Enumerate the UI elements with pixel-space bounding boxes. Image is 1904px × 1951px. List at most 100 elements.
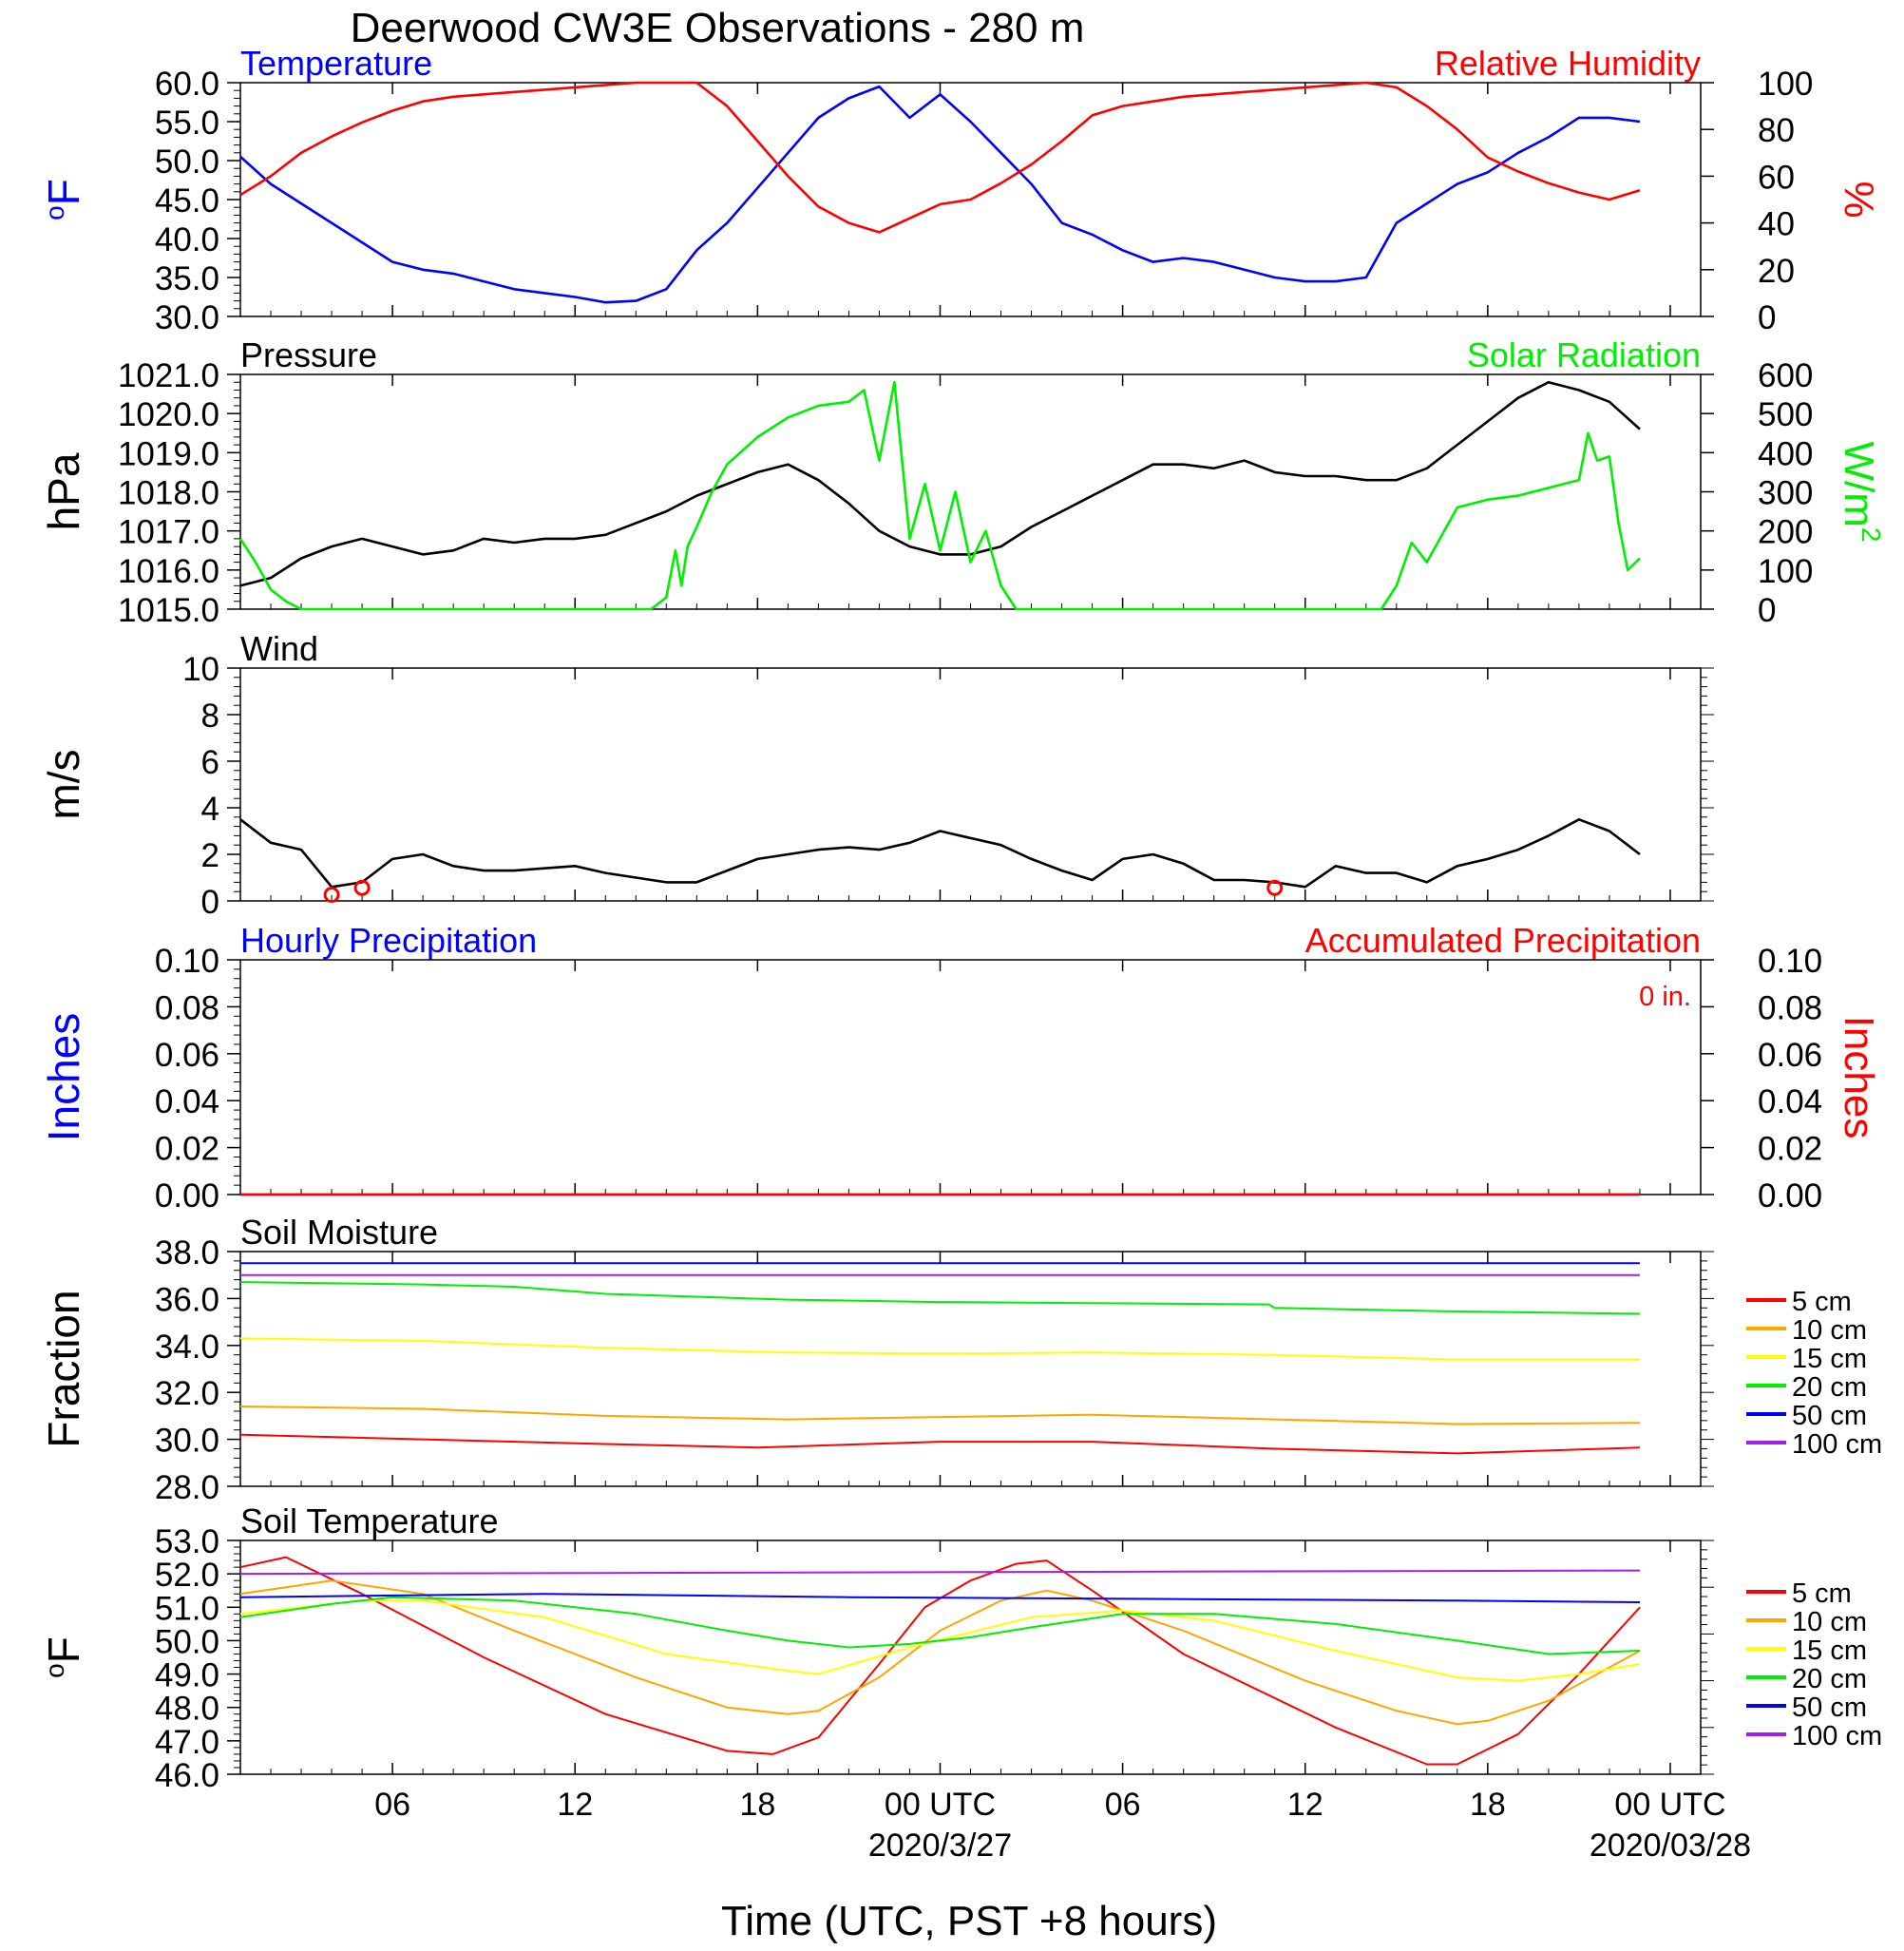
pressure_solar-series-0 [239,380,1641,587]
temperature_rh-series-1 [239,81,1641,234]
pressure_solar-y-right-tick-label: 500 [1758,396,1813,433]
precipitation-y-left-label: Inches [39,1013,88,1142]
soil_moisture-series-3 [239,1281,1641,1315]
soil_temperature-series-4 [239,1593,1641,1603]
soil_moisture-series-1 [239,1406,1641,1425]
soil_temperature-series-5 [239,1569,1641,1576]
temperature_rh-y-right-tick-label: 0 [1758,299,1776,336]
soil_moisture-panel: 28.0 30.0 32.0 34.0 36.0 38.0 Soil Moisture Fra… [39,1213,1882,1506]
precipitation-total-label: 0 in. [1639,982,1691,1012]
temperature_rh-right-title: Relative Humidity [1435,44,1701,83]
precipitation-y-right-tick-label: 0.00 [1758,1177,1822,1215]
temperature_rh-y-tick-label: 45.0 [155,182,219,220]
soil_temperature-y-tick-label: 53.0 [155,1523,219,1560]
wind-y-tick-label: 0 [201,884,219,921]
wind-y-tick-label: 10 [182,651,219,688]
temperature_rh-y-left-label: oF [39,179,88,220]
soil_moisture-y-left-label: Fraction [39,1290,88,1447]
soil_temperature-y-tick-label: 51.0 [155,1590,219,1627]
precipitation-y-tick-label: 0.04 [155,1083,219,1120]
panels: 30.035.040.045.050.055.060.0020406080100… [39,44,1886,1864]
wind-calm-marker [353,879,371,896]
soil_moisture-legend-label: 15 cm [1792,1344,1867,1374]
precipitation-frame [239,959,1702,1195]
soil_temperature-y-tick-label: 48.0 [155,1691,219,1728]
soil_moisture-y-tick-label: 32.0 [155,1375,219,1412]
soil_moisture-y-tick-label: 34.0 [155,1329,219,1366]
temperature_rh-y-right-label: % [1836,181,1882,218]
soil_temperature-legend-label: 50 cm [1792,1693,1867,1723]
soil_moisture-legend-label: 5 cm [1792,1287,1852,1317]
temperature_rh-y-tick-label: 40.0 [155,221,219,258]
soil_moisture-y-tick-label: 28.0 [155,1469,219,1506]
temperature_rh-y-tick-label: 60.0 [155,66,219,103]
pressure_solar-panel: 1015.01016.01017.01018.01019.01020.01021… [39,335,1886,629]
chart-title: Deerwood CW3E Observations - 280 m [351,5,1085,51]
pressure_solar-y-tick-label: 1017.0 [118,514,219,551]
time-tick-label: 18 [1470,1787,1506,1823]
soil_temperature-legend-label: 10 cm [1792,1607,1867,1637]
wind-y-left-label: m/s [39,749,88,819]
pressure_solar-left-title: Pressure [240,335,377,374]
temperature_rh-panel: 30.035.040.045.050.055.060.0 0 20 40 60 80 100… [39,44,1882,336]
soil_moisture-y-tick-label: 38.0 [155,1234,219,1272]
temperature_rh-y-right-tick-label: 80 [1758,112,1795,149]
pressure_solar-y-right-tick-label: 200 [1758,514,1813,551]
soil_temperature-y-tick-label: 52.0 [155,1557,219,1594]
time-tick-label: 06 [374,1787,410,1823]
time-tick-label: 06 [1105,1787,1141,1823]
x-axis-label: Time (UTC, PST +8 hours) [721,1898,1217,1944]
soil_temperature-legend-label: 20 cm [1792,1664,1867,1694]
soil_moisture-legend-label: 50 cm [1792,1401,1867,1431]
temperature_rh-y-tick-label: 50.0 [155,143,219,181]
soil_moisture-legend-label: 100 cm [1792,1429,1882,1460]
temperature_rh-y-right-tick-label: 40 [1758,206,1795,243]
time-tick-label: 12 [1287,1787,1323,1823]
date-tick-label: 2020/03/28 [1590,1827,1751,1864]
soil_moisture-legend-label: 20 cm [1792,1372,1867,1403]
temperature_rh-y-right-tick-label: 20 [1758,253,1795,290]
precipitation-panel: 0.00 0.02 0.04 0.06 0.08 0.10 0.00 0.02 0.04 0.06… [39,921,1882,1215]
soil_temperature-series-2 [239,1599,1641,1682]
pressure_solar-y-right-tick-label: 0 [1758,592,1776,629]
soil_temperature-frame [239,1540,1702,1775]
soil_moisture-left-title: Soil Moisture [240,1213,438,1252]
soil_temperature-left-title: Soil Temperature [240,1502,498,1540]
soil_temperature-legend-label: 100 cm [1792,1721,1882,1751]
time-tick-label: 12 [557,1787,593,1823]
precipitation-y-tick-label: 0.06 [155,1037,219,1074]
precipitation-y-right-tick-label: 0.06 [1758,1037,1822,1074]
precipitation-y-tick-label: 0.02 [155,1131,219,1168]
wind-y-tick-label: 2 [201,837,219,874]
precipitation-left-title: Hourly Precipitation [240,921,537,960]
wind-calm-marker [323,887,340,904]
precipitation-y-tick-label: 0.10 [155,943,219,980]
soil_moisture-legend-label: 10 cm [1792,1315,1867,1346]
temperature_rh-left-title: Temperature [240,44,432,83]
temperature_rh-y-right-tick-label: 100 [1758,66,1813,103]
pressure_solar-y-tick-label: 1018.0 [118,475,219,512]
pressure_solar-frame [239,373,1702,610]
precipitation-right-title: Accumulated Precipitation [1305,921,1701,960]
temperature_rh-series-0 [239,85,1641,304]
soil_temperature-panel: 46.047.048.049.050.051.052.053.0 Soil Tem… [39,1502,1882,1864]
soil_temperature-legend-label: 5 cm [1792,1578,1852,1609]
temperature_rh-y-tick-label: 55.0 [155,105,219,142]
wind-y-tick-label: 6 [201,744,219,781]
soil_temperature-y-tick-label: 50.0 [155,1623,219,1660]
soil_temperature-legend-label: 15 cm [1792,1635,1867,1666]
soil_moisture-series-2 [239,1337,1640,1361]
precipitation-y-right-tick-label: 0.08 [1758,989,1822,1026]
wind-left-title: Wind [240,629,318,668]
time-tick-label: 18 [739,1787,775,1823]
soil_temperature-series-0 [239,1556,1641,1766]
wind-series-0 [239,818,1641,889]
pressure_solar-y-tick-label: 1020.0 [118,396,219,433]
soil_temperature-series-3 [239,1596,1641,1655]
wind-y-tick-label: 4 [201,791,219,828]
wind-panel: 0 2 4 6 8 10 Wind m/s [39,629,1714,921]
soil_moisture-y-tick-label: 36.0 [155,1281,219,1318]
time-tick-label: 00 UTC [885,1787,996,1823]
precipitation-y-right-tick-label: 0.04 [1758,1083,1822,1120]
soil_moisture-y-tick-label: 30.0 [155,1423,219,1460]
